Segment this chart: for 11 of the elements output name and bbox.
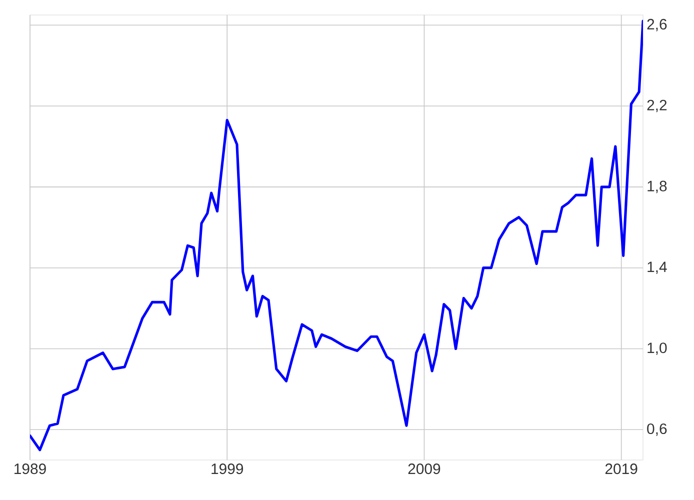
y-tick-label: 2,6 (647, 18, 667, 32)
y-tick-label: 2,2 (647, 100, 667, 112)
x-tick-label: 2009 (408, 464, 440, 474)
line-series (30, 20, 644, 452)
x-tick-label: 1999 (212, 464, 244, 474)
x-tick-label: 1989 (14, 464, 46, 474)
y-tick-label: 1,8 (648, 180, 667, 194)
y-tick-label: 1,4 (648, 262, 667, 274)
y-tick-label: 1,0 (648, 342, 667, 355)
x-tick-label: 2019 (605, 464, 638, 474)
y-tick-label: 0,6 (647, 423, 667, 436)
